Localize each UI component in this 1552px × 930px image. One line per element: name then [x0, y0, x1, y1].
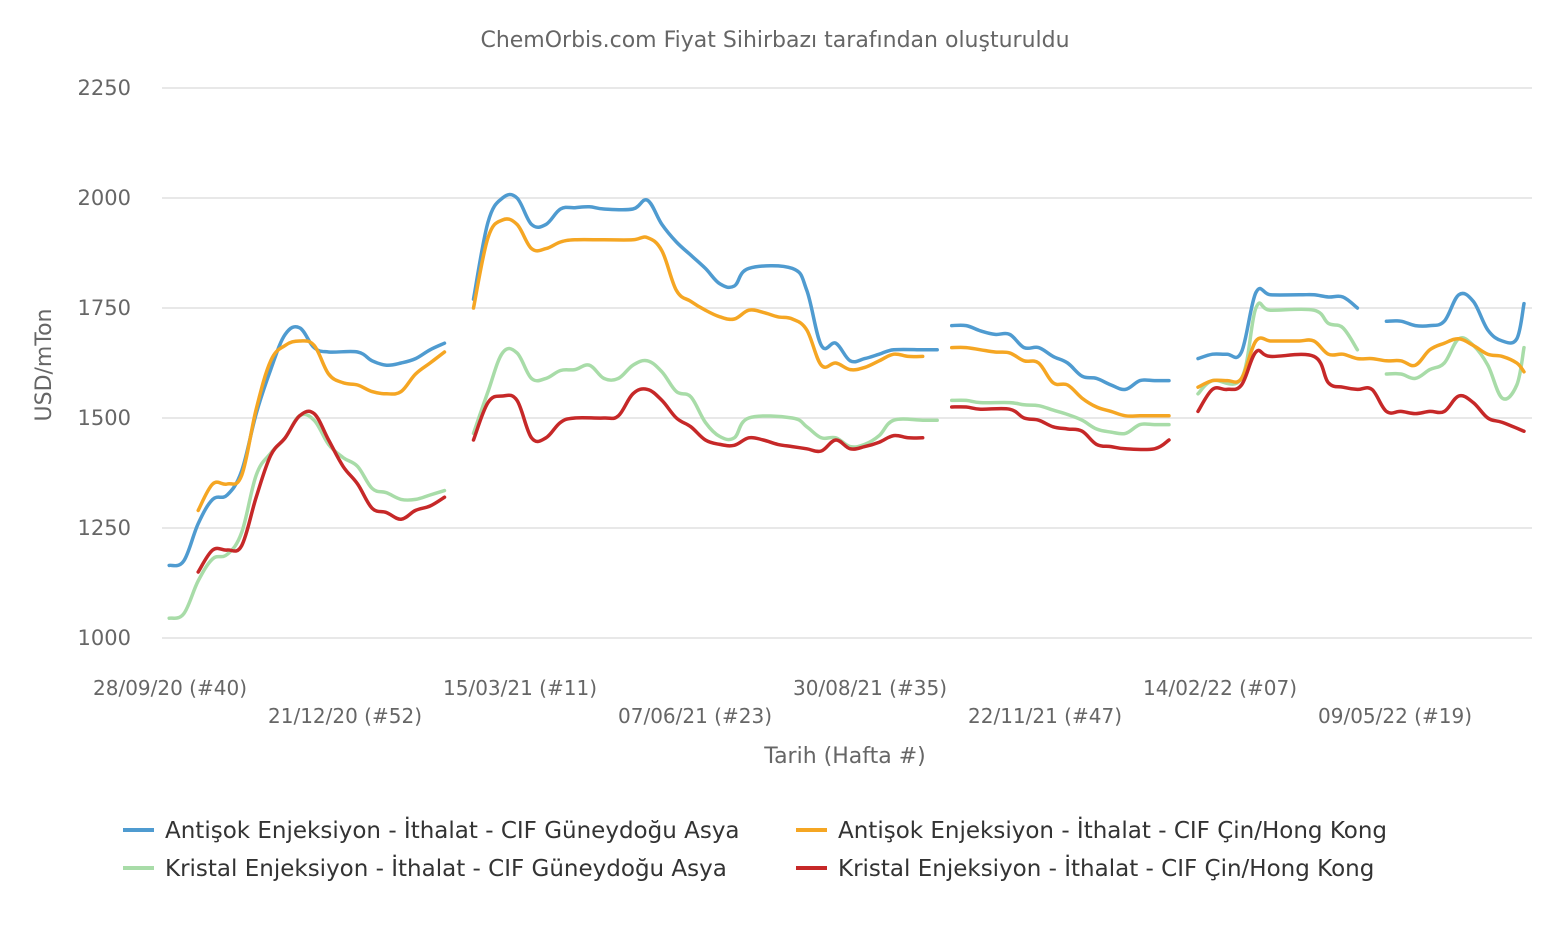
x-tick-label: 07/06/21 (#23)	[618, 704, 772, 728]
series-line-segment	[1196, 336, 1526, 389]
gridlines	[162, 87, 1532, 639]
legend-item[interactable]: Kristal Enjeksiyon - İthalat - CIF Güney…	[123, 854, 727, 882]
series-3	[167, 301, 1526, 620]
series-line-segment	[196, 339, 447, 513]
series-line-segment	[1384, 336, 1526, 401]
series-line-segment	[949, 398, 1171, 436]
y-tick-label: 1500	[78, 406, 131, 430]
series-1	[167, 192, 1526, 568]
x-axis-ticks: 28/09/20 (#40) 21/12/20 (#52) 15/03/21 (#1…	[93, 676, 1472, 728]
series-line-segment	[471, 217, 925, 372]
y-axis-ticks: 1000 1250 1500 1750 2000 2250	[78, 76, 131, 650]
x-tick-label: 21/12/20 (#52)	[268, 704, 422, 728]
series-line-segment	[949, 345, 1171, 418]
series-line-segment	[471, 387, 925, 454]
x-tick-label: 14/02/22 (#07)	[1143, 676, 1297, 700]
y-tick-label: 1000	[78, 626, 131, 650]
y-tick-label: 1750	[78, 296, 131, 320]
x-tick-label: 09/05/22 (#19)	[1318, 704, 1472, 728]
x-tick-label: 28/09/20 (#40)	[93, 676, 247, 700]
legend-item[interactable]: Antişok Enjeksiyon - İthalat - CIF Güney…	[123, 816, 740, 844]
legend: Antişok Enjeksiyon - İthalat - CIF Güney…	[123, 816, 1387, 882]
chart-subtitle: ChemOrbis.com Fiyat Sihirbazı tarafından…	[480, 28, 1069, 53]
y-axis-title: USD/mTon	[32, 309, 57, 422]
legend-label: Kristal Enjeksiyon - İthalat - CIF Güney…	[165, 854, 727, 882]
y-tick-label: 1250	[78, 516, 131, 540]
series-4	[196, 348, 1526, 574]
series-line-segment	[949, 405, 1171, 452]
x-tick-label: 22/11/21 (#47)	[968, 704, 1122, 728]
legend-label: Kristal Enjeksiyon - İthalat - CIF Çin/H…	[838, 854, 1374, 882]
series-line-segment	[949, 323, 1171, 392]
series-2	[196, 217, 1526, 513]
y-tick-label: 2250	[78, 76, 131, 100]
series-line-segment	[196, 409, 447, 574]
series-line-segment	[1196, 286, 1360, 361]
x-tick-label: 30/08/21 (#35)	[793, 676, 947, 700]
x-tick-label: 15/03/21 (#11)	[443, 676, 597, 700]
x-axis-title: Tarih (Hafta #)	[763, 744, 925, 769]
series-line-segment	[471, 346, 939, 449]
y-tick-label: 2000	[78, 186, 131, 210]
series-lines	[167, 192, 1526, 620]
legend-label: Antişok Enjeksiyon - İthalat - CIF Güney…	[165, 816, 740, 844]
series-line-segment	[167, 412, 447, 620]
series-line-segment	[471, 192, 939, 364]
series-line-segment	[167, 325, 447, 568]
legend-item[interactable]: Kristal Enjeksiyon - İthalat - CIF Çin/H…	[796, 854, 1374, 882]
legend-item[interactable]: Antişok Enjeksiyon - İthalat - CIF Çin/H…	[796, 816, 1387, 844]
legend-label: Antişok Enjeksiyon - İthalat - CIF Çin/H…	[838, 816, 1387, 844]
series-line-segment	[1196, 348, 1526, 433]
series-line-segment	[1384, 291, 1526, 345]
